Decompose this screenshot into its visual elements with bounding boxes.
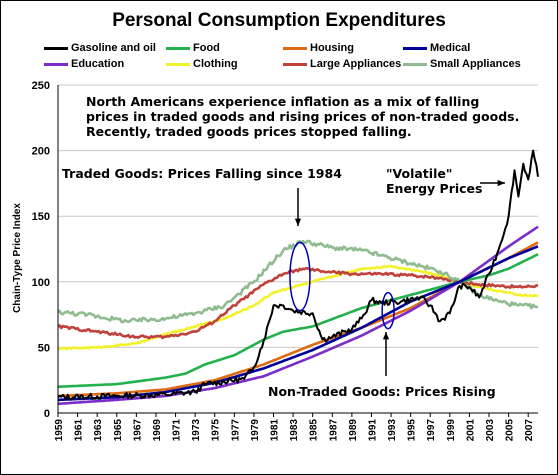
legend-label: Large Appliances xyxy=(310,58,402,70)
series-line-small-appliances xyxy=(57,239,539,324)
legend-item-gasoline: Gasoline and oil xyxy=(44,42,156,54)
x-tick-label: 1995 xyxy=(407,419,418,442)
arrow-energy-prices-head xyxy=(497,179,505,187)
x-tick-label: 1971 xyxy=(172,419,183,442)
y-axis-label: Chain-Type Price Index xyxy=(12,203,23,313)
x-tick-label: 2005 xyxy=(505,419,516,442)
series-line-housing xyxy=(58,241,539,398)
legend-item-medical: Medical xyxy=(403,42,470,54)
x-tick-label: 1979 xyxy=(250,419,261,442)
legend-item-clothing: Clothing xyxy=(166,58,238,70)
legend-label: Housing xyxy=(310,42,354,54)
x-tick-label: 1977 xyxy=(230,419,241,442)
y-tick-label: 0 xyxy=(44,408,50,420)
annotation-intro-text: North Americans experience inflation as … xyxy=(86,94,479,109)
x-tick-label: 1969 xyxy=(152,419,163,442)
x-tick-label: 1973 xyxy=(191,419,202,442)
x-tick-label: 1959 xyxy=(54,419,65,442)
legend-swatch xyxy=(403,46,427,50)
x-tick-label: 1991 xyxy=(367,419,378,442)
x-tick-label: 1975 xyxy=(211,419,222,442)
series-lines xyxy=(57,149,539,406)
legend-item-education: Education xyxy=(44,58,124,70)
legend-swatch xyxy=(283,46,307,50)
x-tick-label: 1997 xyxy=(426,419,437,442)
series-line-education xyxy=(57,225,539,406)
annotation-intro-text: prices in traded goods and rising prices… xyxy=(86,109,519,124)
x-tick-label: 1983 xyxy=(289,419,300,442)
x-tick-label: 2007 xyxy=(524,419,535,442)
x-tick-label: 1967 xyxy=(132,419,143,442)
x-tick-label: 1963 xyxy=(93,419,104,442)
annotation-non-traded-goods: Non-Traded Goods: Prices Rising xyxy=(268,384,496,399)
x-tick-label: 2003 xyxy=(485,419,496,442)
series-line-gasoline-and-oil xyxy=(57,149,539,401)
legend-label: Clothing xyxy=(193,58,238,70)
x-tick-label: 2001 xyxy=(465,419,476,442)
arrow-traded-goods-head xyxy=(294,218,302,226)
legend-swatch xyxy=(166,62,190,66)
x-tick-label: 1965 xyxy=(113,419,124,442)
annotation-intro-text: Recently, traded goods prices stopped fa… xyxy=(86,124,412,139)
legend-label: Food xyxy=(193,42,220,54)
legend-swatch xyxy=(44,46,68,50)
annotation-energy-prices: "Volatile" xyxy=(386,166,452,181)
x-tick-label: 1999 xyxy=(446,419,457,442)
highlight-ellipse-non-traded xyxy=(381,291,395,330)
y-tick-label: 100 xyxy=(32,277,50,289)
annotations: North Americans experience inflation as … xyxy=(62,94,519,399)
y-tick-label: 50 xyxy=(38,342,50,354)
x-tick-label: 1961 xyxy=(74,419,85,442)
legend-item-housing: Housing xyxy=(283,42,354,54)
y-tick-label: 200 xyxy=(32,146,50,158)
x-tick-label: 1981 xyxy=(270,419,281,442)
chart-title: Personal Consumption Expenditures xyxy=(112,10,446,31)
legend-swatch xyxy=(283,62,307,66)
legend-label: Medical xyxy=(430,42,471,54)
x-tick-label: 1987 xyxy=(328,419,339,442)
legend-label: Education xyxy=(71,58,125,70)
annotation-energy-prices: Energy Prices xyxy=(386,181,482,196)
axes: 0 50 100 150 200 250 1959 1961 1963 1965 1967 1969 1… xyxy=(32,80,538,441)
legend-item-small-appliances: Small Appliances xyxy=(403,58,521,70)
legend-swatch xyxy=(403,62,427,66)
legend-swatch xyxy=(44,62,68,66)
legend-item-food: Food xyxy=(166,42,220,54)
highlight-ellipse-traded xyxy=(289,241,311,312)
legend-item-large-appliances: Large Appliances xyxy=(283,58,401,70)
y-tick-label: 150 xyxy=(32,211,50,223)
annotation-traded-goods: Traded Goods: Prices Falling since 1984 xyxy=(62,166,342,181)
legend-swatch xyxy=(166,46,190,50)
arrow-non-traded-goods-head xyxy=(382,332,390,340)
legend-label: Gasoline and oil xyxy=(71,42,156,54)
x-tick-label: 1985 xyxy=(309,419,320,442)
x-tick-label: 1989 xyxy=(348,419,359,442)
legend-label: Small Appliances xyxy=(430,58,521,70)
x-tick-label: 1993 xyxy=(387,419,398,442)
y-tick-label: 250 xyxy=(32,80,50,92)
